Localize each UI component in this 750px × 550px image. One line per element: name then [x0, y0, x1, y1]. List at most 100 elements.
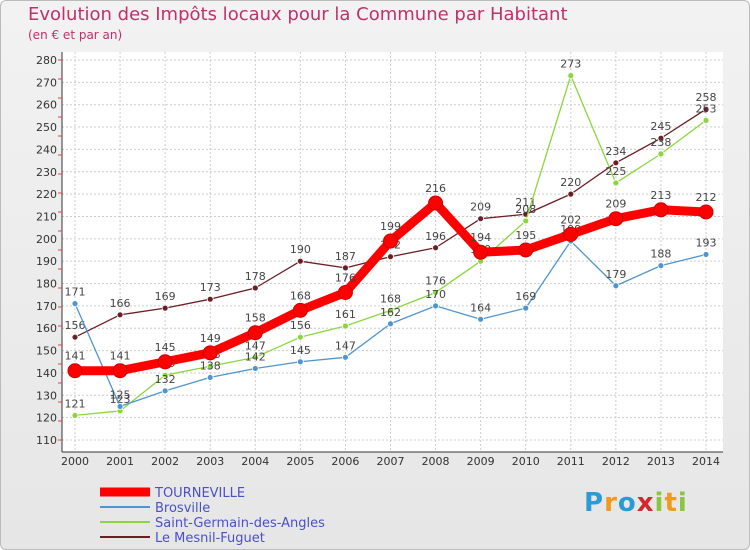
data-point [387, 306, 394, 314]
y-tick-label: 180 [36, 278, 57, 291]
chart-subtitle: (en € et par an) [28, 28, 123, 42]
data-label: 220 [560, 176, 581, 189]
data-label: 225 [605, 165, 626, 178]
data-label: 132 [155, 373, 176, 386]
x-tick-label: 2002 [151, 455, 179, 468]
logo-letter: P [584, 488, 605, 518]
data-label: 187 [335, 250, 356, 263]
data-point [387, 253, 394, 261]
data-point [342, 353, 349, 361]
data-point [473, 244, 489, 260]
data-label: 234 [605, 145, 626, 158]
data-label: 193 [696, 236, 717, 249]
data-point [157, 354, 173, 370]
x-tick-label: 2006 [331, 455, 359, 468]
data-label: 258 [696, 91, 717, 104]
x-tick-label: 2014 [692, 455, 720, 468]
data-point [567, 72, 575, 80]
data-point [477, 215, 485, 223]
data-point [251, 284, 259, 292]
y-tick-label: 240 [36, 143, 57, 156]
data-label: 173 [200, 281, 221, 294]
data-label: 125 [110, 388, 131, 401]
y-tick-label: 110 [36, 434, 57, 447]
data-label: 194 [470, 231, 491, 244]
data-label: 142 [245, 350, 266, 363]
x-tick-label: 2001 [106, 455, 134, 468]
x-tick-label: 2012 [602, 455, 630, 468]
data-label: 202 [560, 213, 581, 226]
data-label: 169 [515, 290, 536, 303]
data-label: 156 [65, 319, 86, 332]
data-point [653, 202, 669, 218]
data-label: 145 [155, 341, 176, 354]
data-point [337, 284, 353, 300]
chart-title: Evolution des Impôts locaux pour la Comm… [28, 4, 568, 25]
data-label: 212 [696, 191, 717, 204]
data-point [522, 217, 530, 225]
logo-letter: i [677, 488, 688, 518]
data-point [342, 322, 349, 330]
data-label: 156 [290, 319, 311, 332]
data-point [342, 264, 349, 272]
logo-letter: t [664, 488, 678, 518]
x-tick-label: 2007 [377, 455, 405, 468]
data-point [702, 251, 710, 258]
y-tick-label: 220 [36, 188, 57, 201]
x-tick-label: 2013 [647, 455, 675, 468]
data-label: 188 [650, 248, 671, 261]
data-point [567, 190, 575, 198]
logo-letter: o [617, 488, 637, 518]
data-label: 176 [335, 271, 356, 284]
data-point [657, 262, 665, 270]
data-point [428, 195, 444, 211]
x-tick-label: 2011 [557, 455, 585, 468]
logo-letter: i [654, 488, 665, 518]
data-point [387, 320, 394, 328]
data-point [161, 387, 169, 395]
y-tick-label: 160 [36, 322, 57, 335]
plot-area [62, 52, 723, 452]
proxiti-logo: Proxiti [584, 488, 688, 518]
logo-letter: x [636, 488, 655, 518]
data-point [432, 289, 439, 296]
legend-label: Brosville [155, 501, 210, 516]
data-point [477, 315, 485, 323]
data-label: 171 [65, 286, 86, 299]
data-point [383, 233, 398, 249]
data-point [522, 304, 530, 312]
data-label: 168 [380, 292, 401, 305]
y-tick-label: 270 [36, 76, 57, 89]
data-point [206, 374, 214, 381]
y-tick-label: 120 [36, 412, 57, 425]
data-label: 170 [425, 288, 446, 301]
data-label: 164 [470, 301, 491, 314]
y-tick-label: 140 [36, 367, 57, 380]
data-label: 179 [605, 268, 626, 281]
data-point [67, 363, 83, 379]
data-label: 168 [290, 289, 311, 302]
data-point [563, 226, 579, 242]
data-label: 195 [515, 229, 536, 242]
data-point [71, 333, 79, 341]
data-label: 121 [65, 397, 86, 410]
data-point [247, 325, 263, 341]
data-label: 196 [425, 230, 446, 243]
y-tick-label: 280 [36, 54, 57, 67]
y-tick-label: 150 [36, 345, 57, 358]
data-point [116, 311, 124, 319]
data-point [612, 159, 620, 167]
data-label: 245 [650, 120, 671, 133]
x-tick-label: 2000 [61, 455, 89, 468]
data-label: 141 [110, 350, 131, 363]
y-tick-label: 190 [36, 255, 57, 268]
data-label: 216 [425, 182, 446, 195]
x-tick-label: 2004 [241, 455, 269, 468]
data-point [206, 362, 214, 370]
data-point [292, 302, 308, 318]
data-point [71, 412, 79, 419]
data-point [71, 300, 79, 308]
legend-label: Saint-Germain-des-Angles [155, 516, 325, 531]
data-label: 238 [650, 136, 671, 149]
y-tick-label: 170 [36, 300, 57, 313]
